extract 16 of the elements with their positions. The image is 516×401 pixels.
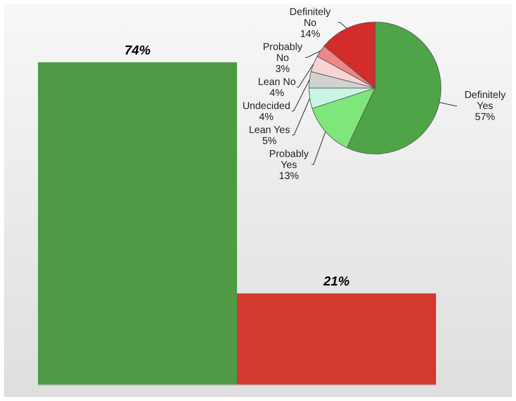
slice-label: Probably Yes xyxy=(269,148,309,171)
data-label: 4% xyxy=(259,112,274,123)
data-label: 13% xyxy=(278,170,300,182)
data-label: 21% xyxy=(322,273,350,288)
data-label: 57% xyxy=(475,112,496,124)
slice-label: Definitely Yes xyxy=(464,90,506,112)
data-label: 4% xyxy=(270,88,284,99)
data-label: 5% xyxy=(262,136,277,147)
slice-label: Definitely No xyxy=(290,6,331,29)
slice-label: Lean No xyxy=(258,76,296,88)
slice-label: Lean Yes xyxy=(248,124,290,136)
data-label: 14% xyxy=(300,28,320,40)
slice-label: Probably No xyxy=(262,42,302,64)
data-label: 3% xyxy=(275,64,290,75)
data-label: 74% xyxy=(124,42,151,58)
slice-label: Undecided xyxy=(242,100,290,112)
